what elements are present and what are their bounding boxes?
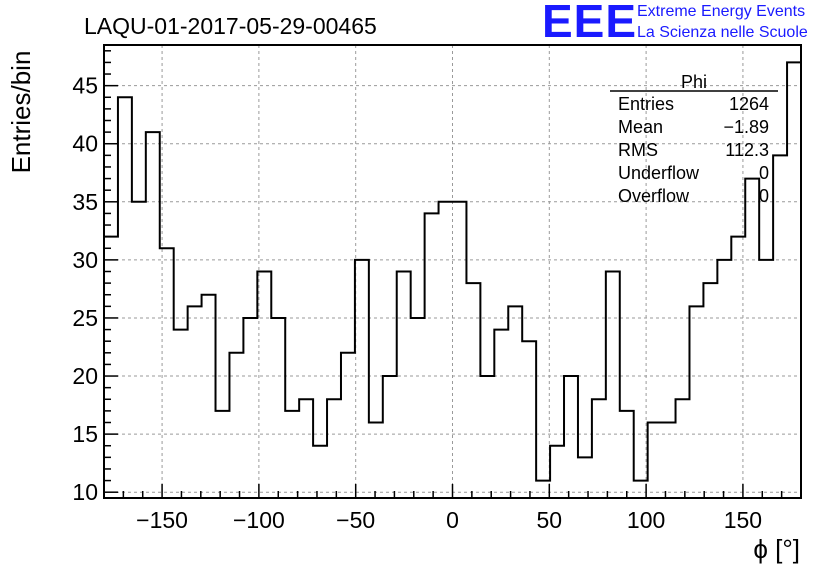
histogram-bars (104, 61, 801, 499)
histogram-bin (146, 132, 160, 498)
y-tick-label: 40 (72, 131, 98, 157)
histogram-bin (313, 446, 327, 498)
x-tick-label: 150 (724, 507, 762, 533)
histogram-bin (216, 411, 230, 498)
x-tick-label: 100 (627, 507, 665, 533)
stats-box: Phi Entries 1264 Mean −1.89 RMS 112.3 Underflo… (610, 72, 778, 206)
histogram-bin (188, 306, 202, 498)
y-tick-label: 30 (72, 247, 98, 273)
histogram-bin (662, 423, 676, 499)
logo-line-1: Extreme Energy Events (637, 3, 806, 20)
histogram-bin (731, 237, 745, 498)
histogram-bin (787, 62, 801, 498)
histogram-bin (160, 248, 174, 498)
histogram-bin (341, 353, 355, 498)
histogram-bin (522, 341, 536, 498)
histogram-bin (257, 272, 271, 499)
y-tick-label: 10 (72, 479, 98, 505)
stats-label: Underflow (618, 163, 700, 183)
histogram-bin (466, 283, 480, 498)
x-tick-label: −50 (336, 507, 375, 533)
stats-value: 0 (759, 163, 769, 183)
histogram-bin (355, 260, 369, 498)
histogram-outline (104, 61, 801, 482)
histogram-bin (550, 446, 564, 498)
histogram-bin (578, 457, 592, 498)
stats-label: Mean (618, 117, 663, 137)
axis-ticks: −150 −100 −50 0 50 100 150 10 15 20 25 30 35 40 45 (72, 50, 802, 533)
x-tick-label: 50 (537, 507, 563, 533)
histogram-bin (634, 481, 648, 498)
y-tick-label: 20 (72, 363, 98, 389)
histogram-bin (494, 330, 508, 498)
histogram-bin (592, 399, 606, 498)
histogram-bin (243, 318, 257, 498)
y-tick-label: 25 (72, 305, 98, 331)
histogram-bin (425, 213, 439, 498)
y-tick-label: 45 (72, 73, 98, 99)
histogram-bin (648, 423, 662, 499)
logo-mark: EEE (542, 0, 638, 47)
stats-label: RMS (618, 140, 658, 160)
histogram-bin (439, 202, 453, 498)
histogram-bin (745, 179, 759, 498)
histogram-bin (564, 376, 578, 498)
histogram-bin (229, 353, 243, 498)
histogram-bin (174, 330, 188, 498)
histogram-bin (480, 376, 494, 498)
histogram-bin (383, 376, 397, 498)
histogram-bin (717, 260, 731, 498)
histogram-bin (202, 295, 216, 498)
histogram-bin (271, 318, 285, 498)
chart-title: LAQU-01-2017-05-29-00465 (84, 13, 377, 39)
stats-value: 0 (759, 186, 769, 206)
y-tick-label: 35 (72, 189, 98, 215)
stats-value: 1264 (729, 94, 769, 114)
histogram-bin (327, 399, 341, 498)
histogram-bin (773, 155, 787, 498)
histogram-bin (606, 272, 620, 499)
histogram-bin (689, 306, 703, 498)
y-axis-label: Entries/bin (6, 51, 36, 174)
histogram-bin (508, 306, 522, 498)
histogram-bin (453, 202, 467, 498)
histogram-bin (676, 399, 690, 498)
x-tick-label: 0 (446, 507, 459, 533)
logo-line-2: La Scienza nelle Scuole (637, 24, 808, 41)
stats-value: 112.3 (725, 140, 769, 160)
histogram-bin (369, 423, 383, 499)
x-tick-label: −100 (233, 507, 285, 533)
stats-label: Overflow (618, 186, 690, 206)
histogram-bin (132, 202, 146, 498)
histogram-bin (536, 481, 550, 498)
histogram-bin (299, 399, 313, 498)
stats-value: −1.89 (723, 117, 769, 137)
plot-frame (103, 44, 802, 499)
stats-label: Entries (618, 94, 674, 114)
histogram-bin (703, 283, 717, 498)
histogram-bin (285, 411, 299, 498)
histogram-bin (118, 97, 132, 498)
histogram-bin (759, 260, 773, 498)
stats-rows: Entries 1264 Mean −1.89 RMS 112.3 Underflow 0 Ov… (618, 94, 769, 206)
histogram-bin (104, 237, 118, 498)
histogram-bin (397, 272, 411, 499)
x-axis-label: ϕ [°] (753, 534, 800, 564)
y-tick-label: 15 (72, 421, 98, 447)
stats-title: Phi (681, 72, 707, 92)
x-tick-label: −150 (136, 507, 188, 533)
histogram-bin (620, 411, 634, 498)
histogram-bin (411, 318, 425, 498)
